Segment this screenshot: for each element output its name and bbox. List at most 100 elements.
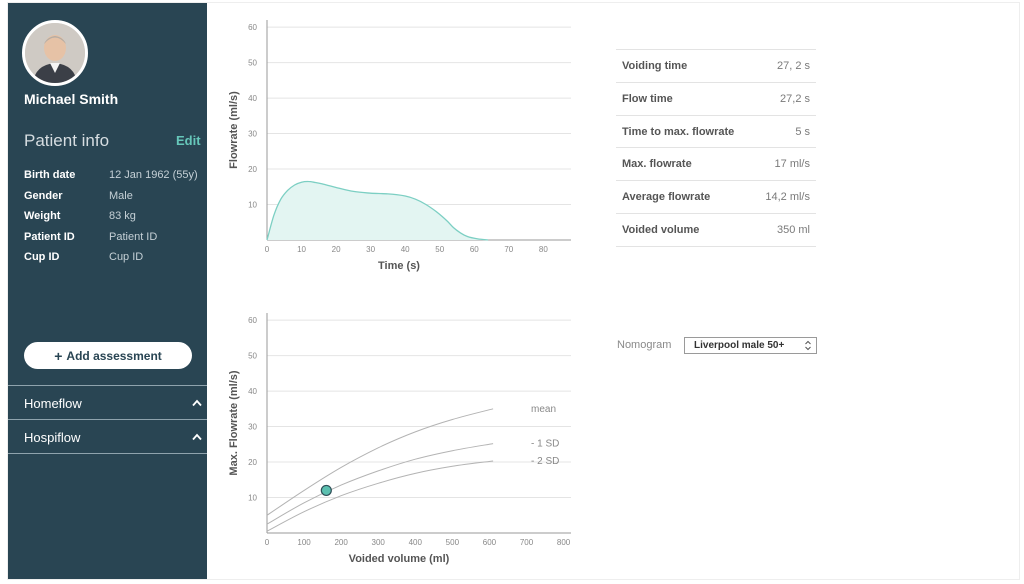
y-tick-label: 10 — [248, 494, 257, 503]
info-value: 83 kg — [109, 210, 136, 222]
x-tick-label: 300 — [372, 538, 386, 547]
add-assessment-button[interactable]: + Add assessment — [24, 342, 192, 369]
metric-label: Max. flowrate — [622, 158, 692, 171]
info-value: 12 Jan 1962 (55y) — [109, 169, 198, 181]
x-tick-label: 60 — [470, 245, 479, 254]
info-row-birth-date: Birth date 12 Jan 1962 (55y) — [24, 169, 204, 190]
y-tick-label: 60 — [248, 316, 257, 325]
flowrate-chart-svg: 10 20 30 40 50 60 0 10 20 30 40 50 60 70 80 Time (s) Flo… — [228, 20, 571, 272]
x-tick-label: 700 — [520, 538, 534, 547]
patient-info-list: Birth date 12 Jan 1962 (55y) Gender Male… — [24, 169, 204, 272]
info-label: Patient ID — [24, 230, 75, 243]
info-row-weight: Weight 83 kg — [24, 210, 204, 231]
x-tick-label: 500 — [446, 538, 460, 547]
metric-row-voiding-time: Voiding time 27, 2 s — [616, 50, 816, 83]
metric-value: 17 ml/s — [774, 158, 810, 171]
add-assessment-label: Add assessment — [66, 348, 162, 363]
x-axis-label: Time (s) — [378, 260, 420, 272]
metrics-table: Voiding time 27, 2 s Flow time 27,2 s Ti… — [616, 49, 816, 247]
metric-row-time-to-max: Time to max. flowrate 5 s — [616, 116, 816, 149]
metric-row-flow-time: Flow time 27,2 s — [616, 83, 816, 116]
x-tick-label: 0 — [265, 538, 270, 547]
x-tick-label: 400 — [409, 538, 423, 547]
x-tick-label: 100 — [297, 538, 311, 547]
plus-icon: + — [54, 347, 63, 364]
metric-row-voided-volume: Voided volume 350 ml — [616, 214, 816, 247]
metric-label: Voiding time — [622, 60, 688, 72]
flow-area — [267, 181, 489, 240]
info-row-patient-id: Patient ID Patient ID — [24, 231, 204, 252]
y-tick-label: 20 — [248, 165, 257, 174]
nomogram-curve — [266, 408, 494, 516]
nomogram-chart: 10 20 30 40 50 60 0 100 200 300 400 500 600 700 800 Voi… — [224, 308, 584, 575]
metric-value: 27,2 s — [780, 92, 810, 105]
info-label: Birth date — [24, 169, 76, 181]
y-axis-label: Max. Flowrate (ml/s) — [228, 370, 240, 475]
flowrate-chart: 10 20 30 40 50 60 0 10 20 30 40 50 60 70 80 Time (s) Flo… — [224, 15, 584, 282]
assessment-sections: Homeflow Hospiflow — [8, 385, 207, 454]
y-tick-label: 20 — [248, 458, 257, 467]
x-axis-label: Voided volume (ml) — [349, 553, 450, 565]
metric-label: Time to max. flowrate — [622, 125, 735, 138]
avatar-portrait — [25, 23, 85, 83]
metric-label: Average flowrate — [622, 191, 711, 204]
y-tick-label: 50 — [248, 59, 257, 68]
y-tick-label: 10 — [248, 201, 257, 210]
avatar — [22, 20, 88, 86]
y-tick-label: 40 — [248, 94, 257, 103]
x-tick-label: 800 — [557, 538, 571, 547]
patient-sidebar: Michael Smith Patient info Edit Birth da… — [8, 3, 207, 579]
section-label: Homeflow — [24, 396, 82, 411]
x-tick-label: 10 — [297, 245, 306, 254]
nomogram-curve — [266, 460, 494, 532]
y-axis-label: Flowrate (ml/s) — [228, 91, 240, 169]
y-tick-label: 40 — [248, 387, 257, 396]
updown-chevron-icon — [805, 340, 811, 351]
app-frame — [7, 2, 1020, 580]
patient-info-title: Patient info — [24, 131, 110, 150]
metric-value: 27, 2 s — [776, 60, 810, 72]
metric-row-average-flowrate: Average flowrate 14,2 ml/s — [616, 181, 816, 214]
chevron-up-icon[interactable] — [192, 432, 202, 442]
x-tick-label: 80 — [539, 245, 548, 254]
info-value: Patient ID — [109, 230, 158, 243]
flow-line — [266, 180, 489, 241]
x-tick-label: 0 — [265, 245, 270, 254]
info-value: Cup ID — [109, 251, 144, 263]
nomogram-select[interactable]: Liverpool male 50+ — [684, 337, 817, 354]
x-tick-label: 50 — [435, 245, 444, 254]
x-tick-label: 20 — [332, 245, 341, 254]
section-label: Hospiflow — [24, 430, 81, 445]
metric-label: Voided volume — [622, 223, 700, 236]
y-tick-label: 60 — [248, 23, 257, 32]
info-row-gender: Gender Male — [24, 190, 204, 211]
x-tick-label: 40 — [401, 245, 410, 254]
series-label: - 2 SD — [531, 456, 559, 467]
metric-value: 14,2 ml/s — [765, 191, 810, 204]
series-label: mean — [531, 404, 556, 415]
info-label: Gender — [24, 189, 63, 202]
metric-row-max-flowrate: Max. flowrate 17 ml/s — [616, 148, 816, 182]
nomogram-label: Nomogram — [617, 339, 672, 351]
nomogram-curve — [266, 443, 494, 525]
patient-data-point — [320, 484, 332, 497]
info-label: Cup ID — [24, 251, 60, 263]
edit-patient-link[interactable]: Edit — [176, 133, 201, 148]
patient-name: Michael Smith — [24, 91, 119, 107]
series-label: - 1 SD — [531, 439, 559, 450]
info-label: Weight — [24, 210, 61, 222]
section-homeflow[interactable]: Homeflow — [8, 385, 207, 419]
y-tick-label: 30 — [248, 423, 257, 432]
x-tick-label: 30 — [366, 245, 375, 254]
metric-label: Flow time — [622, 92, 673, 105]
chevron-up-icon[interactable] — [192, 398, 202, 408]
metric-value: 350 ml — [776, 223, 810, 236]
y-tick-label: 50 — [248, 352, 257, 361]
x-tick-label: 70 — [504, 245, 513, 254]
section-hospiflow[interactable]: Hospiflow — [8, 419, 207, 454]
nomogram-selected-value: Liverpool male 50+ — [694, 340, 785, 351]
info-value: Male — [109, 189, 133, 202]
x-tick-label: 600 — [483, 538, 497, 547]
info-row-cup-id: Cup ID Cup ID — [24, 251, 204, 272]
